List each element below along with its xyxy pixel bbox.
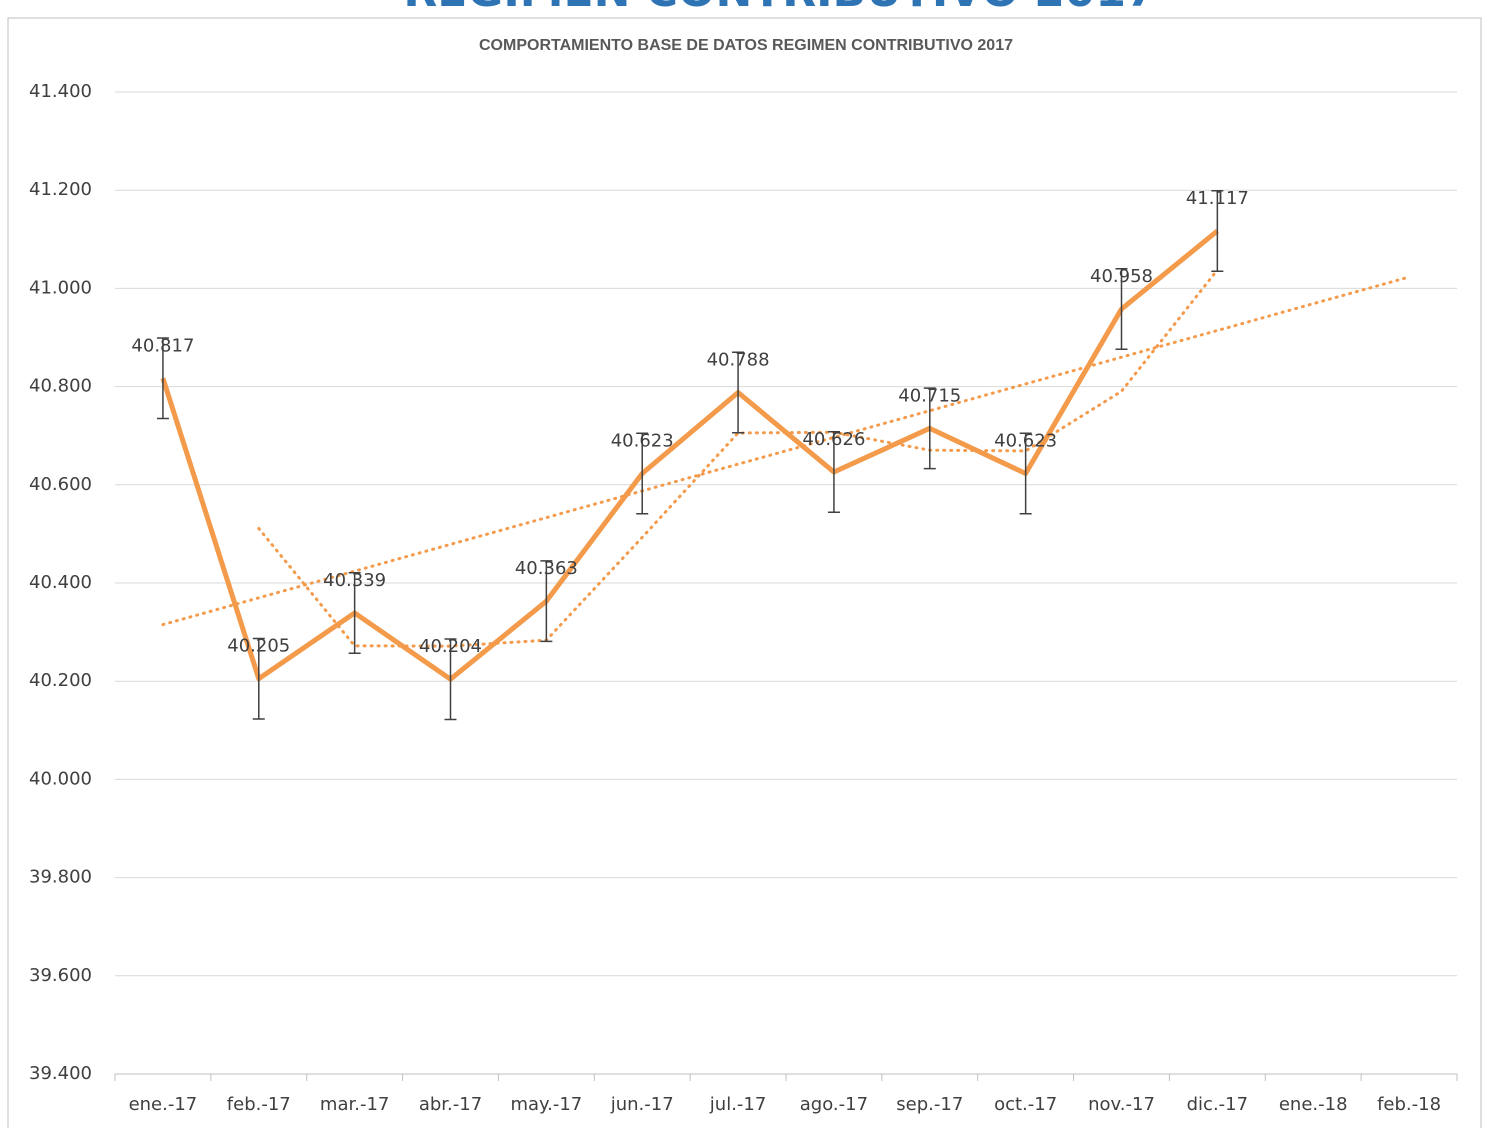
data-label: 40.363 [515, 558, 578, 579]
series-line [160, 229, 1219, 682]
y-tick-label: 40.000 [29, 768, 92, 789]
error-bar [252, 637, 265, 720]
chart-area [7, 17, 1482, 1133]
data-label: 40.958 [1090, 266, 1153, 287]
data-label: 40.623 [994, 431, 1057, 452]
x-tick-label: sep.-17 [896, 1094, 963, 1115]
error-bar [636, 432, 649, 515]
x-tick-label: feb.-17 [227, 1094, 291, 1115]
x-tick-label: ago.-17 [800, 1094, 868, 1115]
y-tick-label: 41.400 [29, 81, 92, 102]
data-label: 40.817 [131, 335, 194, 356]
y-tick-label: 40.800 [29, 376, 92, 397]
x-tick-label: mar.-17 [320, 1094, 389, 1115]
page-heading: REGIMEN CONTRIBUTIVO 2017 [403, 0, 1156, 17]
error-bar [1019, 432, 1032, 515]
data-label: 40.339 [323, 570, 386, 591]
x-tick-label: abr.-17 [419, 1094, 482, 1115]
data-label: 40.715 [898, 385, 961, 406]
error-bar [156, 337, 169, 420]
x-tick-label: dic.-17 [1187, 1094, 1248, 1115]
x-tick-label: ene.-17 [129, 1094, 198, 1115]
y-tick-label: 39.600 [29, 965, 92, 986]
trendline [161, 275, 1411, 627]
error-bar [1211, 189, 1224, 272]
y-tick-label: 40.200 [29, 670, 92, 691]
data-label: 40.204 [419, 636, 482, 657]
data-label: 40.626 [802, 429, 865, 450]
x-tick-label: jul.-17 [709, 1094, 767, 1115]
error-bar [923, 387, 936, 470]
y-tick-label: 41.000 [29, 277, 92, 298]
chart-title: COMPORTAMIENTO BASE DE DATOS REGIMEN CON… [479, 37, 1013, 54]
error-bar [540, 560, 553, 643]
x-tick-label: jun.-17 [610, 1094, 674, 1115]
data-label: 41.117 [1186, 188, 1249, 209]
y-tick-label: 40.400 [29, 572, 92, 593]
x-tick-label: feb.-18 [1377, 1094, 1441, 1115]
data-label: 40.788 [707, 349, 770, 370]
y-tick-label: 41.200 [29, 179, 92, 200]
x-tick-label: nov.-17 [1088, 1094, 1155, 1115]
x-tick-label: oct.-17 [994, 1094, 1057, 1115]
error-bar [732, 351, 745, 434]
error-bar [1115, 268, 1128, 351]
error-bar [348, 571, 361, 654]
error-bar [827, 431, 840, 514]
x-tick-label: may.-17 [510, 1094, 582, 1115]
y-tick-label: 39.400 [29, 1063, 92, 1084]
trendline [257, 268, 1219, 648]
y-tick-label: 40.600 [29, 474, 92, 495]
y-tick-label: 39.800 [29, 867, 92, 888]
error-bar [444, 638, 457, 721]
x-tick-label: ene.-18 [1279, 1094, 1348, 1115]
data-label: 40.623 [611, 431, 674, 452]
data-label: 40.205 [227, 636, 290, 657]
